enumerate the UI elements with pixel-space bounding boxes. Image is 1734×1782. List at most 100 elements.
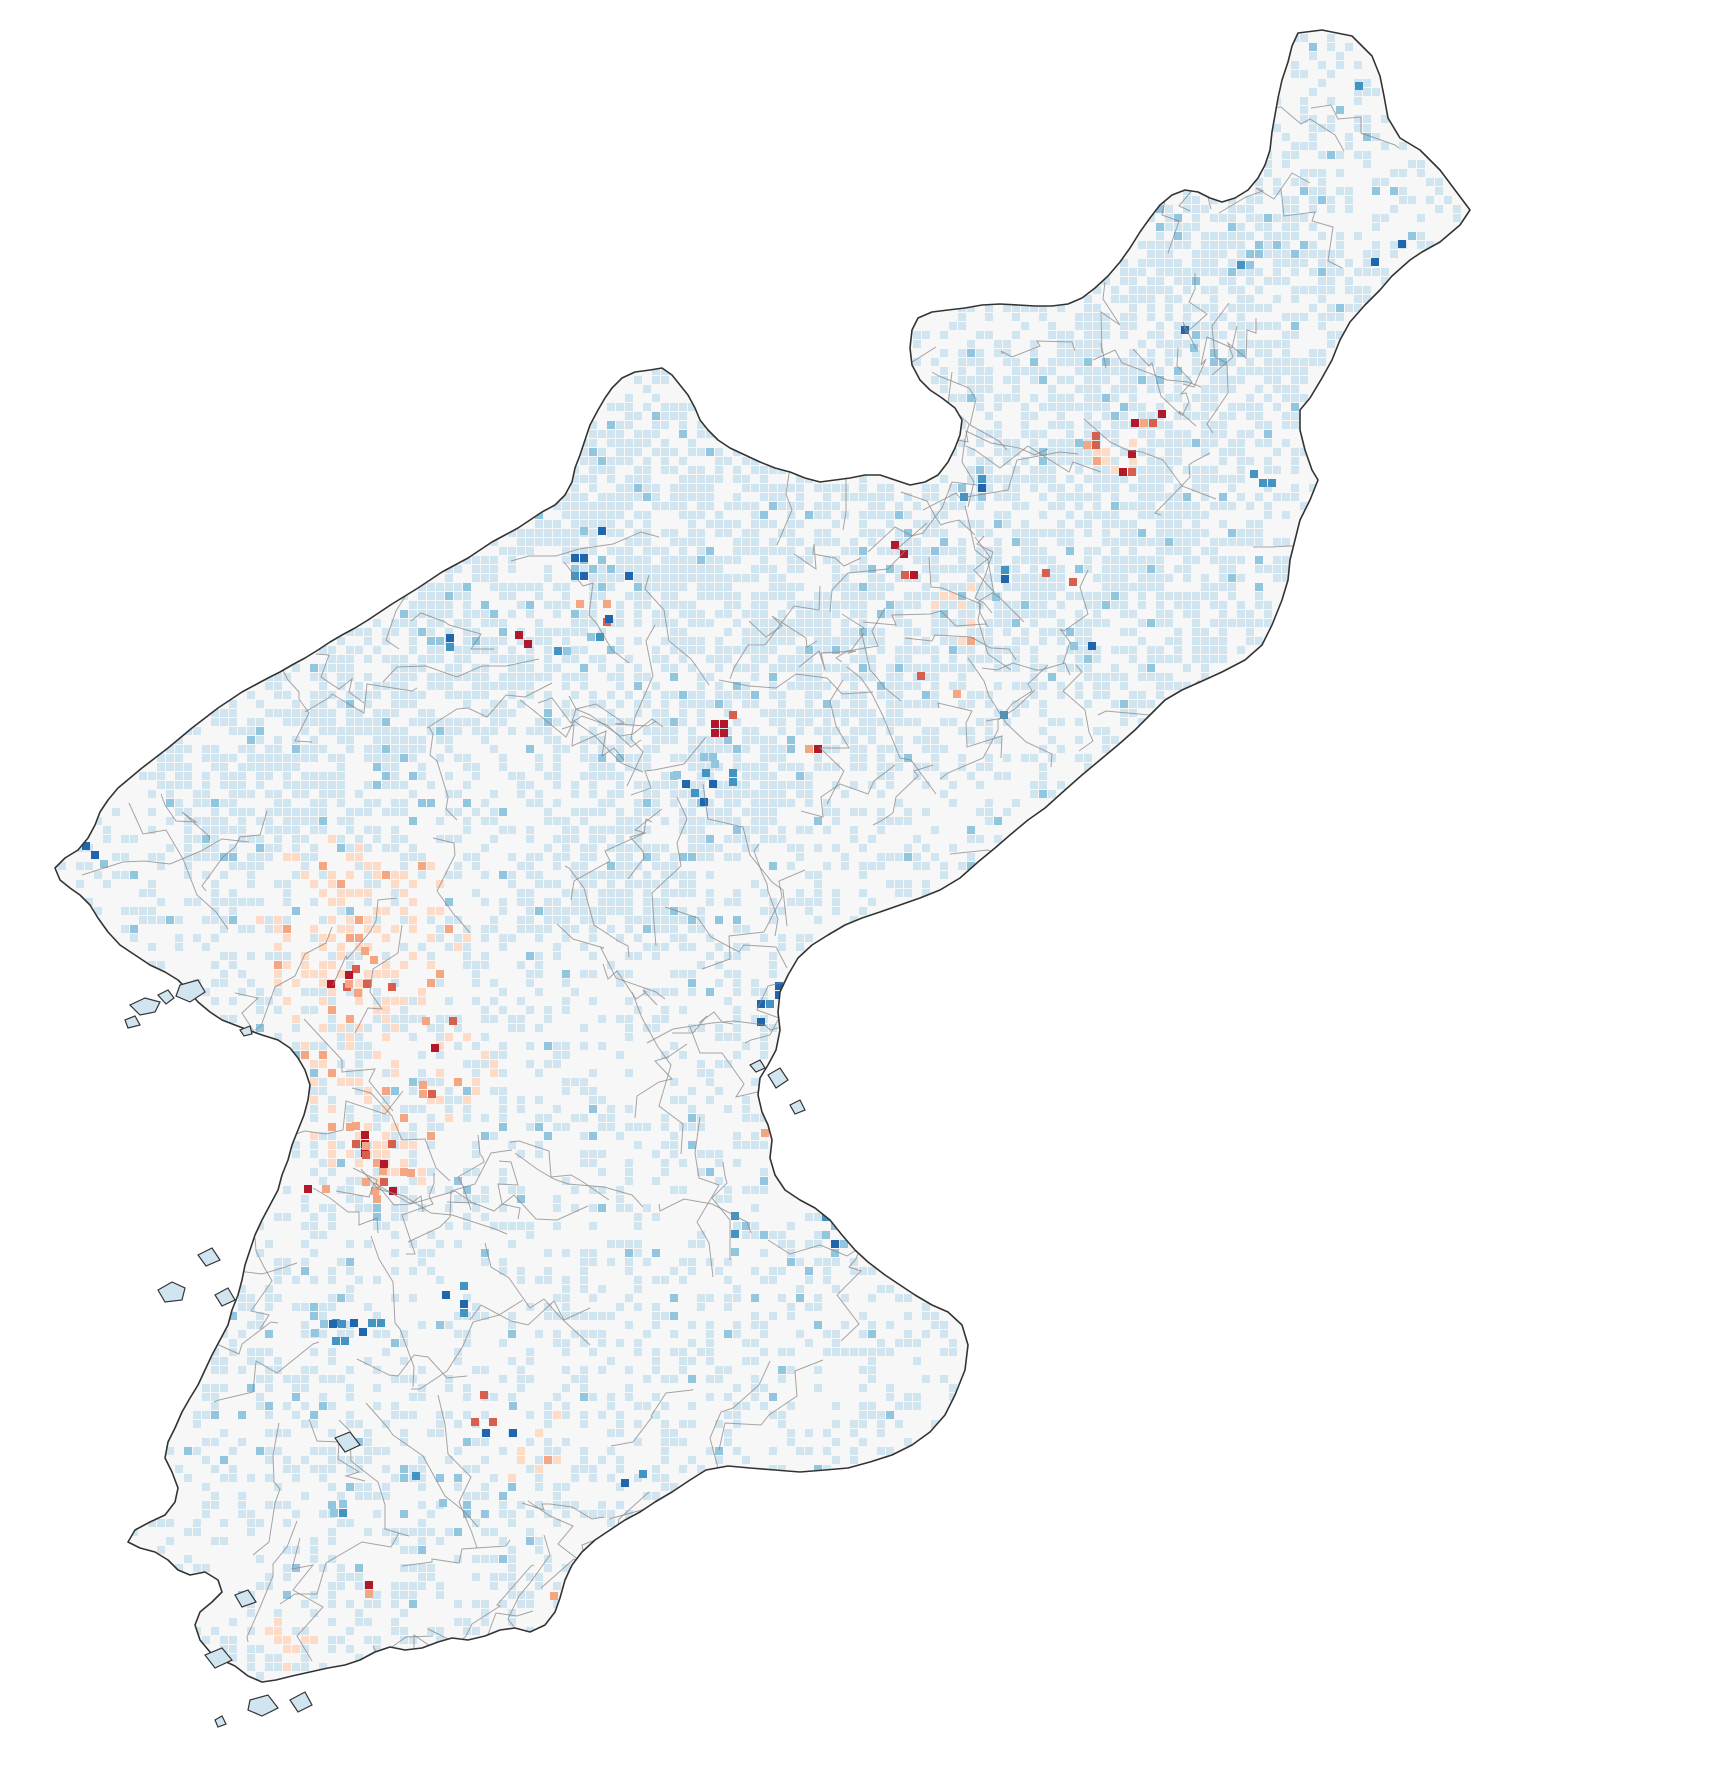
grid-cell — [697, 700, 705, 708]
grid-cell — [1264, 214, 1272, 222]
grid-cell — [517, 601, 525, 609]
grid-cell — [886, 718, 894, 726]
grid-cell — [994, 475, 1002, 483]
grid-cell — [508, 610, 516, 618]
grid-cell — [499, 808, 507, 816]
grid-cell — [319, 943, 327, 951]
grid-cell — [715, 790, 723, 798]
grid-cell — [238, 1366, 246, 1374]
grid-cell — [463, 1438, 471, 1446]
grid-cell — [193, 790, 201, 798]
grid-cell — [679, 691, 687, 699]
grid-cell — [769, 637, 777, 645]
grid-cell — [1138, 592, 1146, 600]
grid-cell — [391, 844, 399, 852]
grid-cell — [1003, 475, 1011, 483]
grid-cell — [1282, 340, 1290, 348]
grid-cell — [1156, 205, 1164, 213]
grid-cell — [1030, 781, 1038, 789]
grid-cell — [976, 628, 984, 636]
grid-cell — [760, 826, 768, 834]
grid-cell — [742, 1339, 750, 1347]
grid-cell — [778, 1240, 786, 1248]
grid-cell — [1237, 205, 1245, 213]
grid-cell — [1345, 205, 1353, 213]
grid-cell — [661, 1168, 669, 1176]
grid-cell — [598, 799, 606, 807]
grid-cell — [994, 655, 1002, 663]
grid-cell — [571, 502, 579, 510]
grid-cell — [319, 1042, 327, 1050]
grid-cell — [409, 700, 417, 708]
grid-cell — [355, 979, 363, 987]
grid-cell — [724, 601, 732, 609]
grid-cell — [859, 475, 867, 483]
grid-cell — [796, 556, 804, 564]
grid-cell — [1345, 304, 1353, 312]
grid-cell — [535, 1123, 543, 1131]
grid-cell — [1201, 655, 1209, 663]
grid-cell — [328, 1150, 336, 1158]
grid-cell — [886, 520, 894, 528]
grid-cell — [562, 826, 570, 834]
grid-cell — [859, 520, 867, 528]
grid-cell — [1210, 250, 1218, 258]
grid-cell — [1120, 277, 1128, 285]
grid-cell — [220, 817, 228, 825]
grid-cell — [877, 682, 885, 690]
grid-cell — [724, 574, 732, 582]
grid-cell — [382, 682, 390, 690]
grid-cell — [1156, 277, 1164, 285]
grid-cell — [670, 1141, 678, 1149]
grid-cell — [814, 619, 822, 627]
grid-cell — [328, 997, 336, 1005]
grid-cell — [1255, 493, 1263, 501]
grid-cell — [490, 700, 498, 708]
grid-cell — [1417, 241, 1425, 249]
grid-cell — [778, 484, 786, 492]
grid-cell — [805, 601, 813, 609]
grid-cell — [1012, 619, 1020, 627]
grid-cell — [445, 1375, 453, 1383]
grid-cell — [742, 790, 750, 798]
grid-cell — [634, 637, 642, 645]
grid-cell — [832, 574, 840, 582]
grid-cell — [670, 646, 678, 654]
grid-cell — [877, 502, 885, 510]
grid-cell — [1084, 403, 1092, 411]
grid-cell — [1192, 529, 1200, 537]
grid-cell — [571, 475, 579, 483]
grid-cell — [499, 1339, 507, 1347]
grid-cell — [1030, 394, 1038, 402]
grid-cell — [256, 844, 264, 852]
grid-cell — [877, 1339, 885, 1347]
grid-cell — [1111, 367, 1119, 375]
grid-cell — [256, 772, 264, 780]
grid-cell — [625, 439, 633, 447]
grid-cell — [1093, 457, 1101, 465]
grid-cell — [958, 322, 966, 330]
grid-cell — [598, 556, 606, 564]
grid-cell — [427, 655, 435, 663]
grid-cell — [1228, 376, 1236, 384]
grid-cell — [643, 1330, 651, 1338]
grid-cell — [562, 1177, 570, 1185]
grid-cell — [436, 1429, 444, 1437]
grid-cell — [814, 1294, 822, 1302]
grid-cell — [1174, 439, 1182, 447]
grid-cell — [562, 745, 570, 753]
grid-cell — [1012, 538, 1020, 546]
grid-cell — [1237, 286, 1245, 294]
grid-cell — [292, 817, 300, 825]
grid-cell — [373, 997, 381, 1005]
grid-cell — [283, 781, 291, 789]
grid-cell — [1012, 376, 1020, 384]
grid-cell — [1246, 394, 1254, 402]
grid-cell — [1120, 385, 1128, 393]
grid-cell — [517, 1195, 525, 1203]
grid-cell — [1246, 403, 1254, 411]
grid-cell — [292, 979, 300, 987]
grid-cell — [625, 394, 633, 402]
grid-cell — [805, 1339, 813, 1347]
grid-cell — [1039, 313, 1047, 321]
